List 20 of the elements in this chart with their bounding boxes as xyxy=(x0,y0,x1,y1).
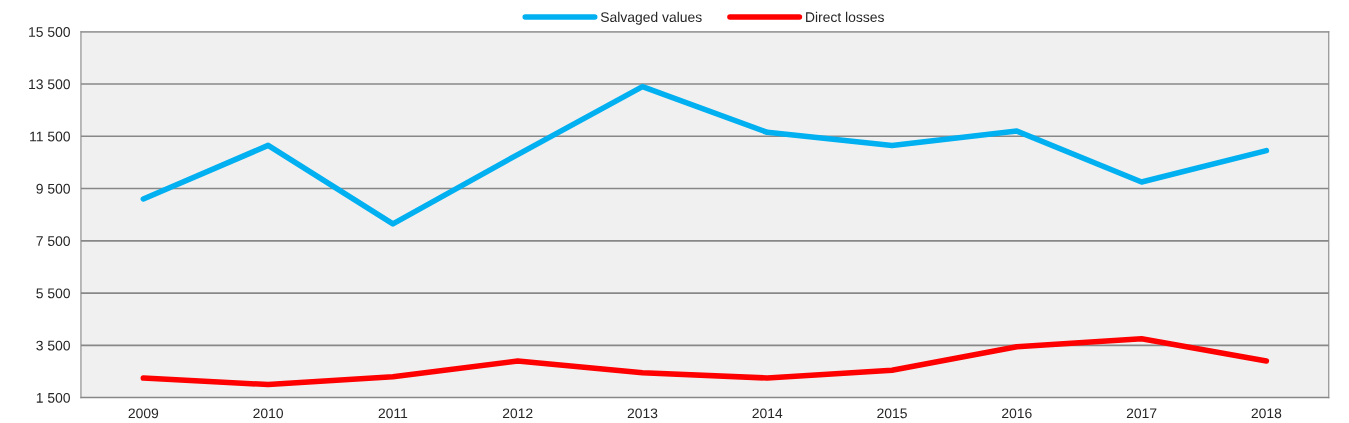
x-tick-label: 2013 xyxy=(627,408,658,419)
y-tick-label: 15 500 xyxy=(29,27,70,37)
y-tick-label: 7 500 xyxy=(36,236,70,246)
x-tick-label: 2016 xyxy=(1002,408,1032,419)
y-tick-label: 3 500 xyxy=(36,340,70,351)
x-tick-label: 2011 xyxy=(378,408,408,419)
legend-label: Salvaged values xyxy=(600,11,702,25)
y-tick-label: 1 500 xyxy=(36,392,70,403)
x-tick-label: 2014 xyxy=(752,408,783,419)
y-tick-label: 5 500 xyxy=(36,288,70,299)
x-tick-label: 2018 xyxy=(1251,408,1282,419)
y-tick-label: 13 500 xyxy=(29,79,70,90)
x-tick-label: 2009 xyxy=(128,408,159,419)
y-tick-label: 11 500 xyxy=(30,131,70,142)
y-tick-label: 9 500 xyxy=(36,183,70,194)
legend-label: Direct losses xyxy=(806,11,884,23)
x-tick-label: 2015 xyxy=(877,408,907,419)
x-tick-label: 2012 xyxy=(502,408,533,419)
x-tick-label: 2017 xyxy=(1126,408,1157,419)
x-tick-label: 2010 xyxy=(253,408,284,419)
